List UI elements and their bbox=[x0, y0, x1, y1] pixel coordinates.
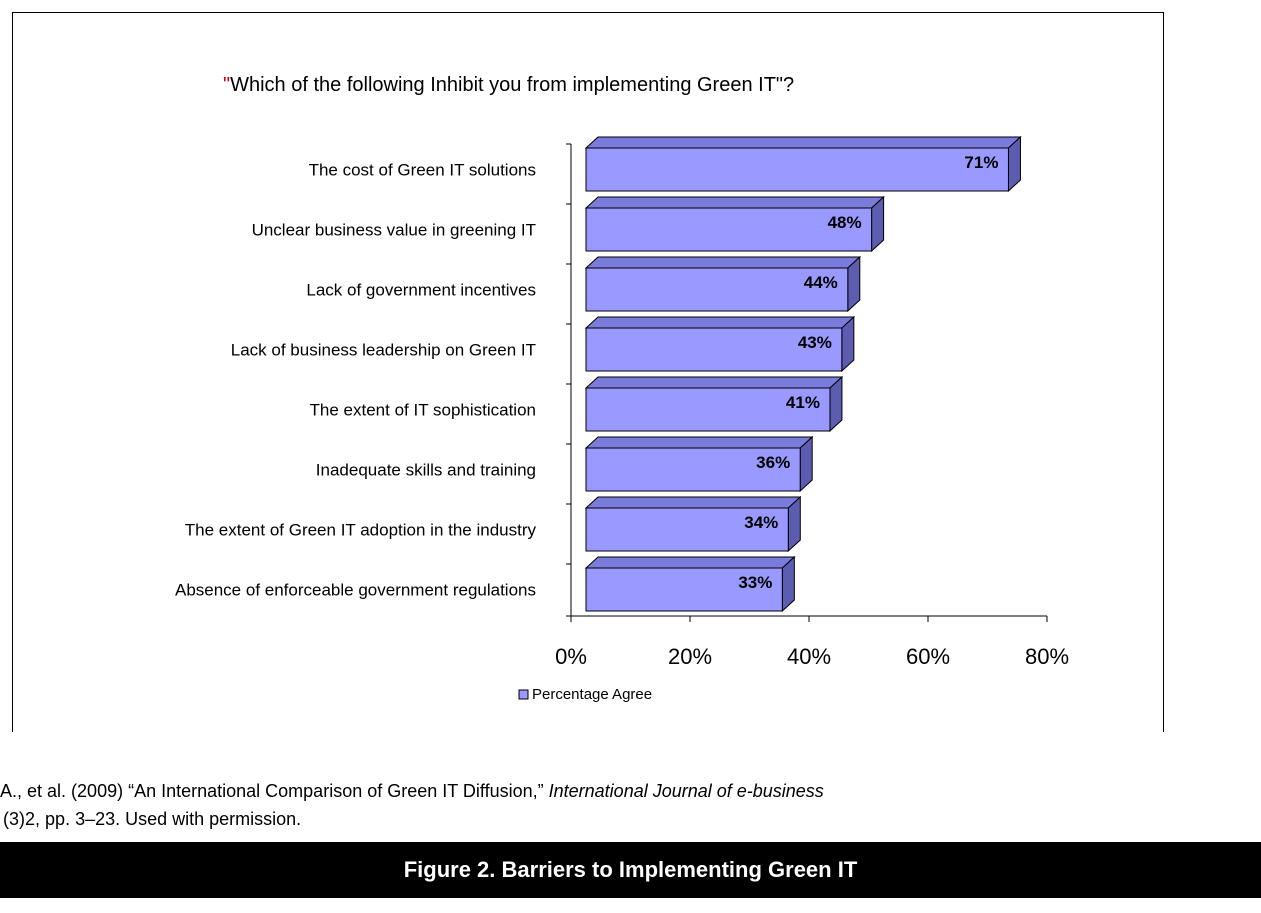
figure-caption: Molla, A., et al. (2009) “An Internation… bbox=[0, 777, 1261, 833]
data-label: 41% bbox=[786, 393, 820, 412]
bar-top bbox=[584, 196, 885, 209]
category-label: The cost of Green IT solutions bbox=[309, 161, 536, 180]
x-tick-label: 60% bbox=[906, 644, 950, 669]
figure-title: Figure 2. Barriers to Implementing Green… bbox=[403, 857, 858, 882]
data-label: 34% bbox=[744, 513, 778, 532]
data-label: 44% bbox=[804, 273, 838, 292]
chart-frame: "Which of the following Inhibit you from… bbox=[12, 12, 1164, 732]
data-label: 33% bbox=[738, 573, 772, 592]
data-label: 48% bbox=[828, 213, 862, 232]
category-label: Inadequate skills and training bbox=[316, 461, 536, 480]
caption-journal: International Journal of e-business bbox=[548, 781, 824, 801]
bar-top bbox=[584, 136, 1022, 149]
chart-title-text: Which of the following Inhibit you from … bbox=[230, 74, 794, 96]
category-label: Lack of business leadership on Green IT bbox=[231, 341, 536, 360]
data-label: 43% bbox=[798, 333, 832, 352]
x-tick-label: 40% bbox=[787, 644, 831, 669]
category-label: Absence of enforceable government regula… bbox=[175, 581, 536, 600]
legend-swatch bbox=[518, 689, 529, 700]
category-label: The extent of Green IT adoption in the i… bbox=[185, 521, 537, 540]
bar bbox=[585, 567, 783, 612]
bar-chart: "Which of the following Inhibit you from… bbox=[175, 74, 1069, 703]
x-tick-label: 80% bbox=[1025, 644, 1069, 669]
caption-citation: Molla, A., et al. (2009) “An Internation… bbox=[0, 781, 549, 801]
chart-title-mark: " bbox=[223, 74, 230, 96]
bar bbox=[585, 207, 873, 252]
figure-title-bar: Figure 2. Barriers to Implementing Green… bbox=[0, 842, 1261, 898]
caption-pages: (3)2, pp. 3–23. Used with permission. bbox=[0, 809, 302, 829]
bar bbox=[585, 327, 843, 372]
chart-title: "Which of the following Inhibit you from… bbox=[223, 74, 794, 96]
bar-top bbox=[584, 436, 814, 449]
data-label: 71% bbox=[964, 153, 998, 172]
bar-top bbox=[584, 256, 862, 269]
category-label: The extent of IT sophistication bbox=[310, 401, 536, 420]
bar-top bbox=[584, 496, 802, 509]
bar bbox=[585, 507, 789, 552]
bar-top bbox=[584, 376, 844, 389]
bar bbox=[585, 447, 801, 492]
bar bbox=[585, 147, 1009, 192]
legend-label: Percentage Agree bbox=[532, 686, 652, 703]
bar bbox=[585, 267, 849, 312]
x-tick-label: 20% bbox=[668, 644, 712, 669]
bar bbox=[585, 387, 831, 432]
data-label: 36% bbox=[756, 453, 790, 472]
bar-top bbox=[584, 556, 796, 569]
category-label: Lack of government incentives bbox=[306, 281, 536, 300]
category-label: Unclear business value in greening IT bbox=[252, 221, 536, 240]
bar-top bbox=[584, 316, 856, 329]
x-tick-label: 0% bbox=[555, 644, 587, 669]
